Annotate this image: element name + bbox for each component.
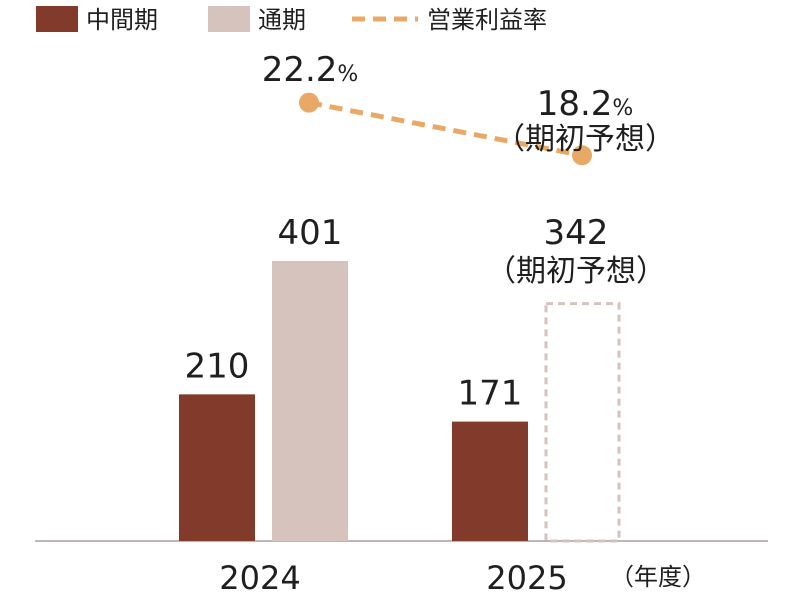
bar-full-forecast-2025: [544, 302, 621, 543]
legend-label-margin: 営業利益率: [427, 6, 547, 34]
x-unit-label: （年度）: [610, 563, 706, 591]
bar-label-interim-2025: 171: [458, 374, 523, 414]
bar-interim-2024: [179, 394, 255, 541]
x-tick-2024: 2024: [219, 559, 300, 594]
bar-forecast-note-2025: （期初予想）: [486, 254, 666, 289]
bar-full-2024: [272, 260, 348, 541]
margin-point-2024: [299, 92, 319, 113]
legend-swatch-full: [208, 6, 250, 32]
bar-label-interim-2024: 210: [185, 346, 250, 386]
bar-label-full-2025: 342: [544, 213, 609, 253]
margin-forecast-note-2025: （期初予想）: [495, 122, 675, 157]
margin-label-2024: 22.2%: [262, 50, 359, 90]
legend-label-interim: 中間期: [86, 6, 158, 34]
margin-label-2025: 18.2%: [537, 84, 634, 124]
bar-interim-2025: [452, 421, 528, 541]
margin-label-2024-unit: %: [337, 62, 358, 87]
margin-point-2025: [572, 145, 592, 166]
margin-label-2025-unit: %: [612, 96, 633, 121]
margin-label-2024-value: 22.2: [262, 50, 338, 90]
x-tick-2025: 2025: [486, 559, 567, 594]
legend-swatch-interim: [36, 6, 78, 32]
margin-label-2025-value: 18.2: [537, 84, 613, 124]
margin-line: [308, 100, 583, 158]
bar-label-full-2024: 401: [278, 213, 343, 253]
legend-label-full: 通期: [258, 6, 306, 34]
